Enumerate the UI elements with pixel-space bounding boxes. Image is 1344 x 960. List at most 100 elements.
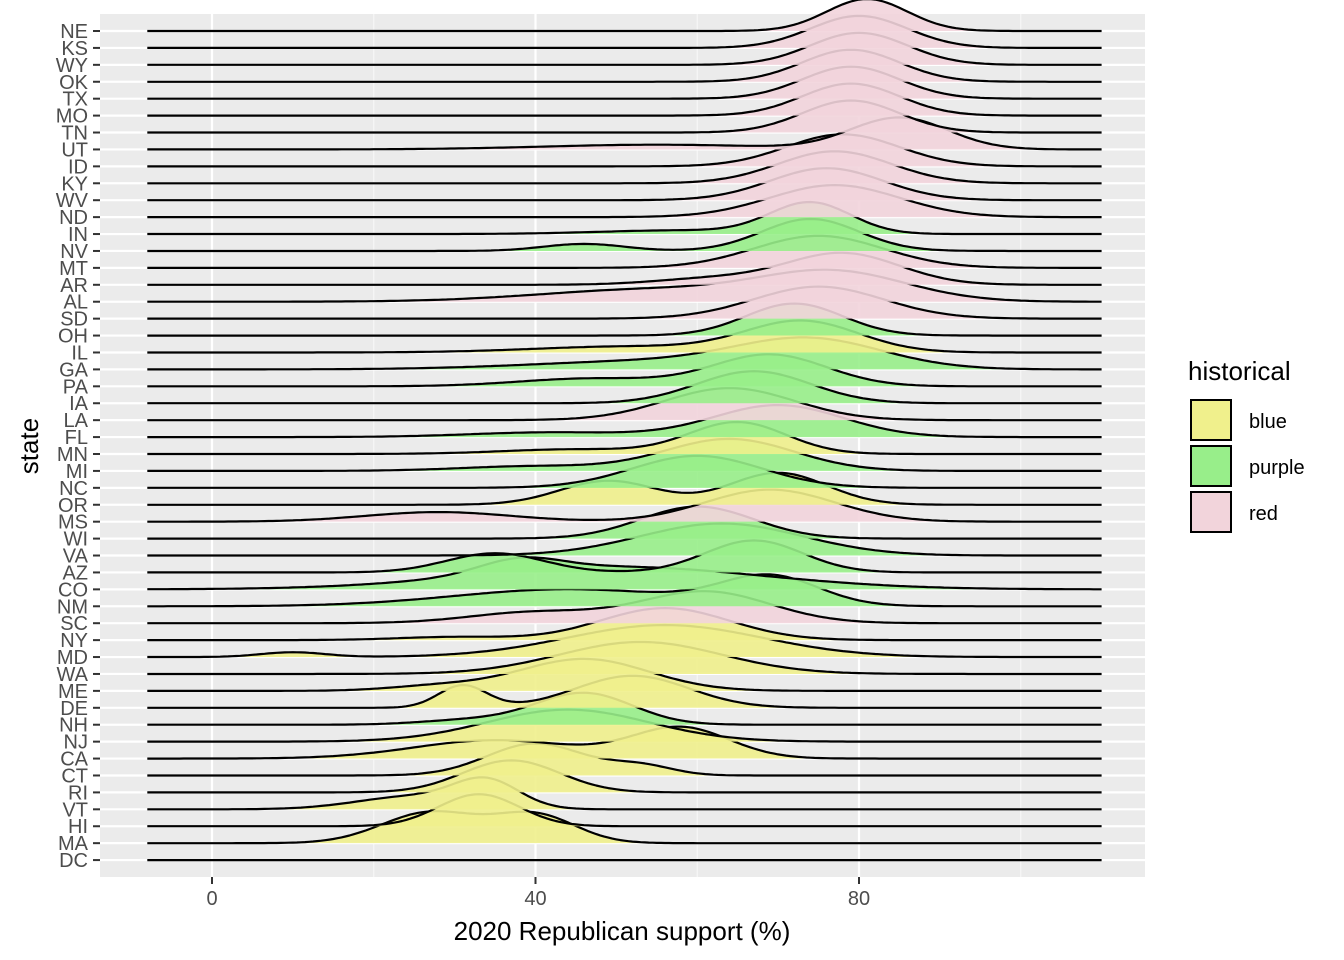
ridge-line-nm xyxy=(147,573,1102,608)
ridge-line-wi xyxy=(147,505,1102,540)
y-tick-label-nm: NM xyxy=(57,596,88,618)
ridge-line-va xyxy=(147,522,1102,557)
y-tick-label-ia: IA xyxy=(69,393,89,415)
ridge-fill-fl xyxy=(147,405,1102,438)
y-tick-label-nd: ND xyxy=(59,207,88,229)
ridge-fill-wa xyxy=(147,642,1102,674)
ridge-line-pa xyxy=(147,353,1102,388)
ridge-line-fl xyxy=(147,404,1102,439)
ridge-line-nd xyxy=(147,184,1102,219)
y-tick-label-tx: TX xyxy=(62,89,88,111)
y-tick-label-ok: OK xyxy=(59,72,89,94)
ridge-fill-la xyxy=(147,388,1102,421)
ridge-fill-md xyxy=(147,625,1102,658)
y-tick-label-il: IL xyxy=(71,342,88,364)
ridge-line-ct xyxy=(147,742,1102,777)
y-tick-label-ma: MA xyxy=(58,833,89,855)
y-tick-label-wi: WI xyxy=(64,529,88,551)
ridge-line-sd xyxy=(147,285,1102,320)
y-tick-label-ny: NY xyxy=(60,630,88,652)
ridge-line-ne xyxy=(147,0,1102,33)
ridge-fill-ny xyxy=(147,608,1102,641)
y-tick-label-ut: UT xyxy=(61,139,88,161)
ridge-line-id xyxy=(147,133,1102,168)
y-tick-label-co: CO xyxy=(58,579,88,601)
ridge-line-mo xyxy=(147,82,1102,117)
y-tick-label-ks: KS xyxy=(61,38,88,60)
legend-swatch-purple xyxy=(1190,445,1232,487)
legend-title: historical xyxy=(1188,356,1291,386)
y-tick-label-wy: WY xyxy=(56,55,88,77)
y-tick-label-az: AZ xyxy=(62,562,88,584)
ridge-line-ar xyxy=(147,251,1102,286)
y-tick-label-ar: AR xyxy=(60,275,88,297)
x-axis: 0 40 80 xyxy=(206,877,870,910)
ridge-line-nv xyxy=(147,217,1102,253)
x-tick-label: 80 xyxy=(848,888,870,910)
ridge-line-vt xyxy=(147,776,1102,811)
y-tick-label-ca: CA xyxy=(60,749,88,771)
ridge-fill-il xyxy=(147,320,1102,353)
ridge-fill-sc xyxy=(147,591,1102,624)
ridge-fill-nh xyxy=(147,692,1102,725)
ridge-fill-me xyxy=(147,658,1102,691)
legend-label-red: red xyxy=(1249,503,1278,525)
y-tick-label-id: ID xyxy=(68,156,88,178)
ridge-fill-in xyxy=(147,202,1102,235)
y-tick-label-hi: HI xyxy=(68,816,88,838)
legend-swatch-blue xyxy=(1190,399,1232,441)
ridge-fill-nv xyxy=(147,219,1102,251)
y-tick-label-de: DE xyxy=(60,698,88,720)
y-tick-label-in: IN xyxy=(68,224,88,246)
legend: historical blue purple red xyxy=(1188,356,1305,533)
y-tick-label-mn: MN xyxy=(57,444,88,466)
ridge-line-ks xyxy=(147,14,1102,50)
ridge-line-co xyxy=(147,556,1102,591)
ridge-line-ky xyxy=(147,150,1102,185)
y-tick-label-tn: TN xyxy=(61,123,88,145)
ridge-fill-wi xyxy=(147,506,1102,539)
ridge-fill-de xyxy=(147,675,1102,708)
y-tick-label-mt: MT xyxy=(59,258,88,280)
y-tick-label-me: ME xyxy=(58,681,88,703)
y-tick-label-sc: SC xyxy=(60,613,88,635)
y-tick-label-sd: SD xyxy=(60,309,88,331)
legend-label-purple: purple xyxy=(1249,457,1305,479)
ridge-line-wv xyxy=(147,167,1102,202)
ridge-line-ia xyxy=(147,370,1102,405)
ridge-line-az xyxy=(147,539,1102,574)
ridge-fill-oh xyxy=(147,303,1102,336)
y-tick-label-ms: MS xyxy=(58,512,88,534)
ridge-line-wy xyxy=(147,31,1102,66)
y-tick-label-al: AL xyxy=(64,292,88,314)
ridge-fill-vt xyxy=(147,777,1102,810)
ridge-line-mn xyxy=(147,420,1102,456)
y-tick-label-md: MD xyxy=(57,647,88,669)
y-axis-title: state xyxy=(14,418,44,474)
y-tick-label-nj: NJ xyxy=(64,732,88,754)
ridge-fill-ct xyxy=(147,743,1102,776)
ridge-line-ms xyxy=(147,488,1102,523)
ridge-line-mi xyxy=(147,437,1102,472)
y-tick-label-wv: WV xyxy=(56,190,89,212)
ridge-line-hi xyxy=(147,793,1102,828)
y-tick-label-ga: GA xyxy=(59,359,89,381)
y-tick-label-nc: NC xyxy=(59,478,88,500)
y-tick-label-ri: RI xyxy=(68,782,88,804)
ridge-fill-va xyxy=(147,523,1102,556)
ridge-line-tn xyxy=(147,99,1102,134)
legend-swatch-red xyxy=(1190,491,1232,533)
y-tick-label-vt: VT xyxy=(62,799,88,821)
ridge-fill-mi xyxy=(147,438,1102,471)
ridge-fill-nm xyxy=(147,574,1102,607)
x-tick-label: 40 xyxy=(524,888,546,910)
y-tick-label-or: OR xyxy=(58,495,88,517)
y-tick-label-mi: MI xyxy=(66,461,88,483)
legend-label-blue: blue xyxy=(1249,411,1287,433)
ridge-line-ri xyxy=(147,759,1102,794)
y-tick-label-ky: KY xyxy=(61,173,88,195)
ridge-fill-ca xyxy=(147,726,1102,759)
x-tick-label: 0 xyxy=(206,888,217,910)
ridge-fill-co xyxy=(147,557,1102,590)
